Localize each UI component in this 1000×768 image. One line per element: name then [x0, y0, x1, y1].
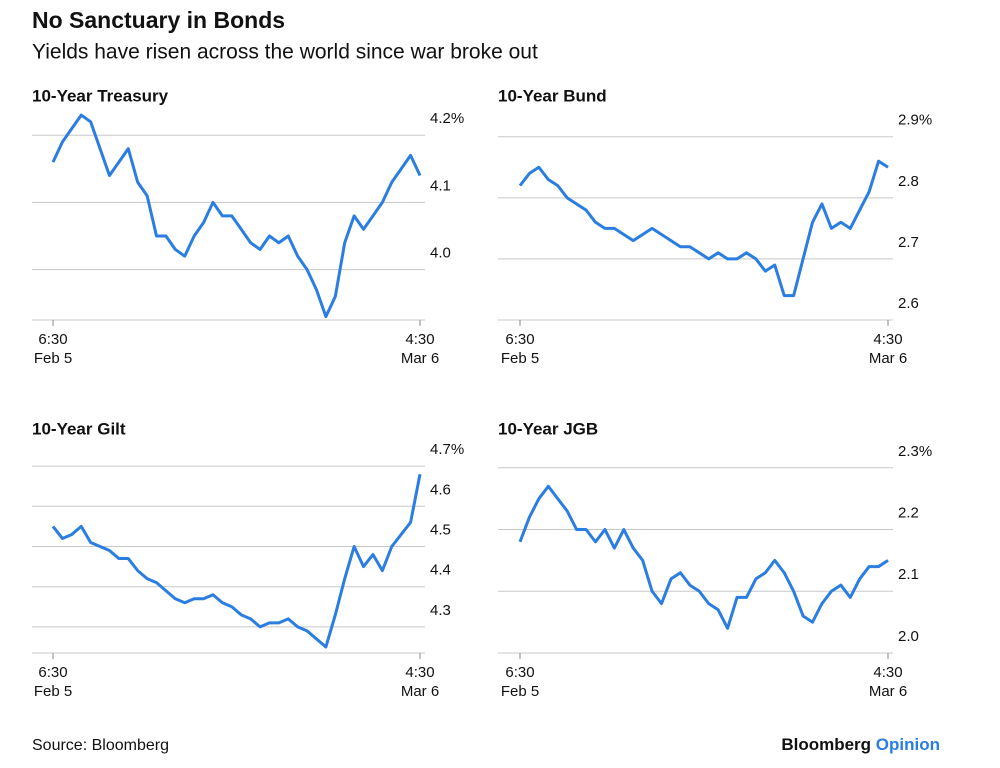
- x-tick-label: 6:30 Feb 5: [33, 331, 73, 367]
- y-tick-label: 4.4: [430, 562, 451, 579]
- panel-title: 10-Year Gilt: [32, 419, 126, 438]
- line: [518, 159, 889, 298]
- y-tick-label: 4.0: [430, 245, 451, 262]
- y-tick-label: 4.6: [430, 481, 451, 498]
- line: [518, 484, 889, 630]
- x-tick-label: 6:30 Feb 5: [500, 664, 540, 700]
- title: No Sanctuary in Bonds: [32, 7, 285, 33]
- x-tick-label: 4:30 Mar 6: [400, 331, 440, 367]
- y-tick-label: 2.1: [898, 566, 919, 583]
- y-tick-label: 2.3%: [898, 443, 932, 460]
- brand-name: Bloomberg: [781, 735, 871, 754]
- x-tick-label: 4:30 Mar 6: [400, 664, 440, 700]
- source: Source: Bloomberg: [32, 737, 169, 754]
- y-tick-label: 4.1: [430, 177, 451, 194]
- y-tick-label: 4.5: [430, 521, 451, 538]
- y-tick-label: 2.9%: [898, 112, 932, 129]
- subtitle: Yields have risen across the world since…: [32, 41, 538, 64]
- x-tick-label: 6:30 Feb 5: [33, 664, 73, 700]
- y-tick-label: 2.0: [898, 628, 919, 645]
- brand-suffix: Opinion: [876, 735, 940, 754]
- y-tick-label: 4.7%: [430, 441, 464, 458]
- brand: Bloomberg Opinion: [781, 735, 940, 754]
- y-tick-label: 2.8: [898, 173, 919, 190]
- panel-title: 10-Year JGB: [498, 419, 598, 438]
- y-tick-label: 2.7: [898, 234, 919, 251]
- y-tick-label: 4.2%: [430, 110, 464, 127]
- y-tick-label: 2.6: [898, 295, 919, 312]
- x-tick-label: 4:30 Mar 6: [868, 331, 908, 367]
- line: [51, 113, 422, 319]
- panel-title: 10-Year Treasury: [32, 86, 169, 105]
- y-tick-label: 4.3: [430, 602, 451, 619]
- y-tick-label: 2.2: [898, 504, 919, 521]
- x-tick-label: 6:30 Feb 5: [500, 331, 540, 367]
- panel-title: 10-Year Bund: [498, 86, 607, 105]
- x-tick-label: 4:30 Mar 6: [868, 664, 908, 700]
- line: [51, 473, 422, 649]
